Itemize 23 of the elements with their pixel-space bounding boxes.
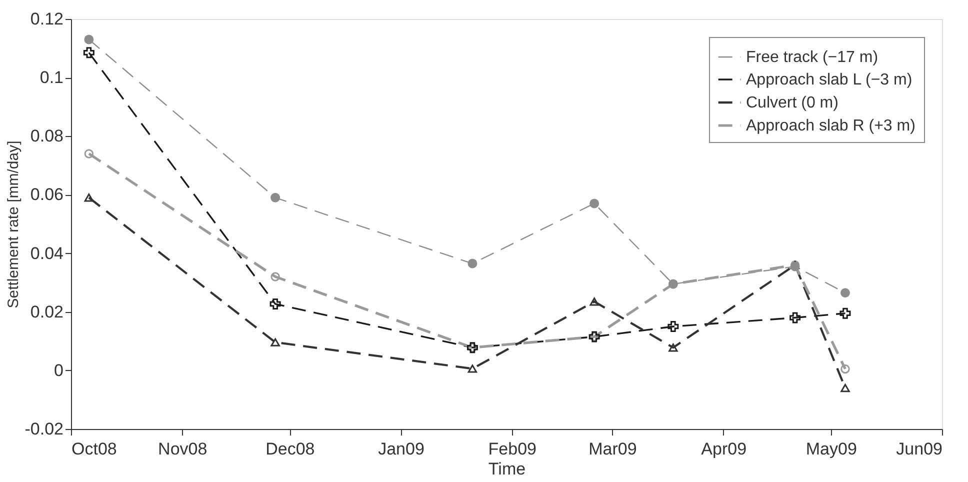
- x-tick-label: Jan09: [378, 440, 424, 458]
- legend-label: Approach slab L (−3 m): [746, 72, 912, 88]
- y-tick-label: 0.1: [40, 68, 64, 88]
- x-tick-label: Oct08: [72, 440, 117, 458]
- x-tick-label: Feb09: [488, 440, 536, 458]
- x-tick-label: May09: [806, 440, 857, 458]
- y-tick-label: 0: [54, 360, 64, 380]
- y-tick-label: 0.04: [30, 244, 64, 263]
- y-tick-label: 0.02: [30, 302, 64, 322]
- legend-label: Approach slab R (+3 m): [746, 118, 916, 134]
- y-tick-label: 0.12: [30, 10, 64, 28]
- legend-label: Free track (−17 m): [746, 49, 878, 66]
- legend-label: Culvert (0 m): [746, 94, 838, 112]
- y-tick-label: 0.06: [30, 185, 64, 204]
- x-axis-title: Time: [488, 460, 526, 478]
- x-tick-label: Nov08: [158, 440, 208, 458]
- y-tick-label: -0.02: [24, 420, 64, 438]
- x-tick-label: Jun09: [896, 440, 942, 458]
- y-tick-label: 0.08: [30, 126, 64, 146]
- y-axis-title: Settlement rate [mm/day]: [4, 140, 22, 308]
- x-tick-label: Mar09: [588, 440, 637, 458]
- x-tick-label: Dec08: [266, 440, 315, 458]
- x-tick-label: Apr09: [701, 440, 747, 458]
